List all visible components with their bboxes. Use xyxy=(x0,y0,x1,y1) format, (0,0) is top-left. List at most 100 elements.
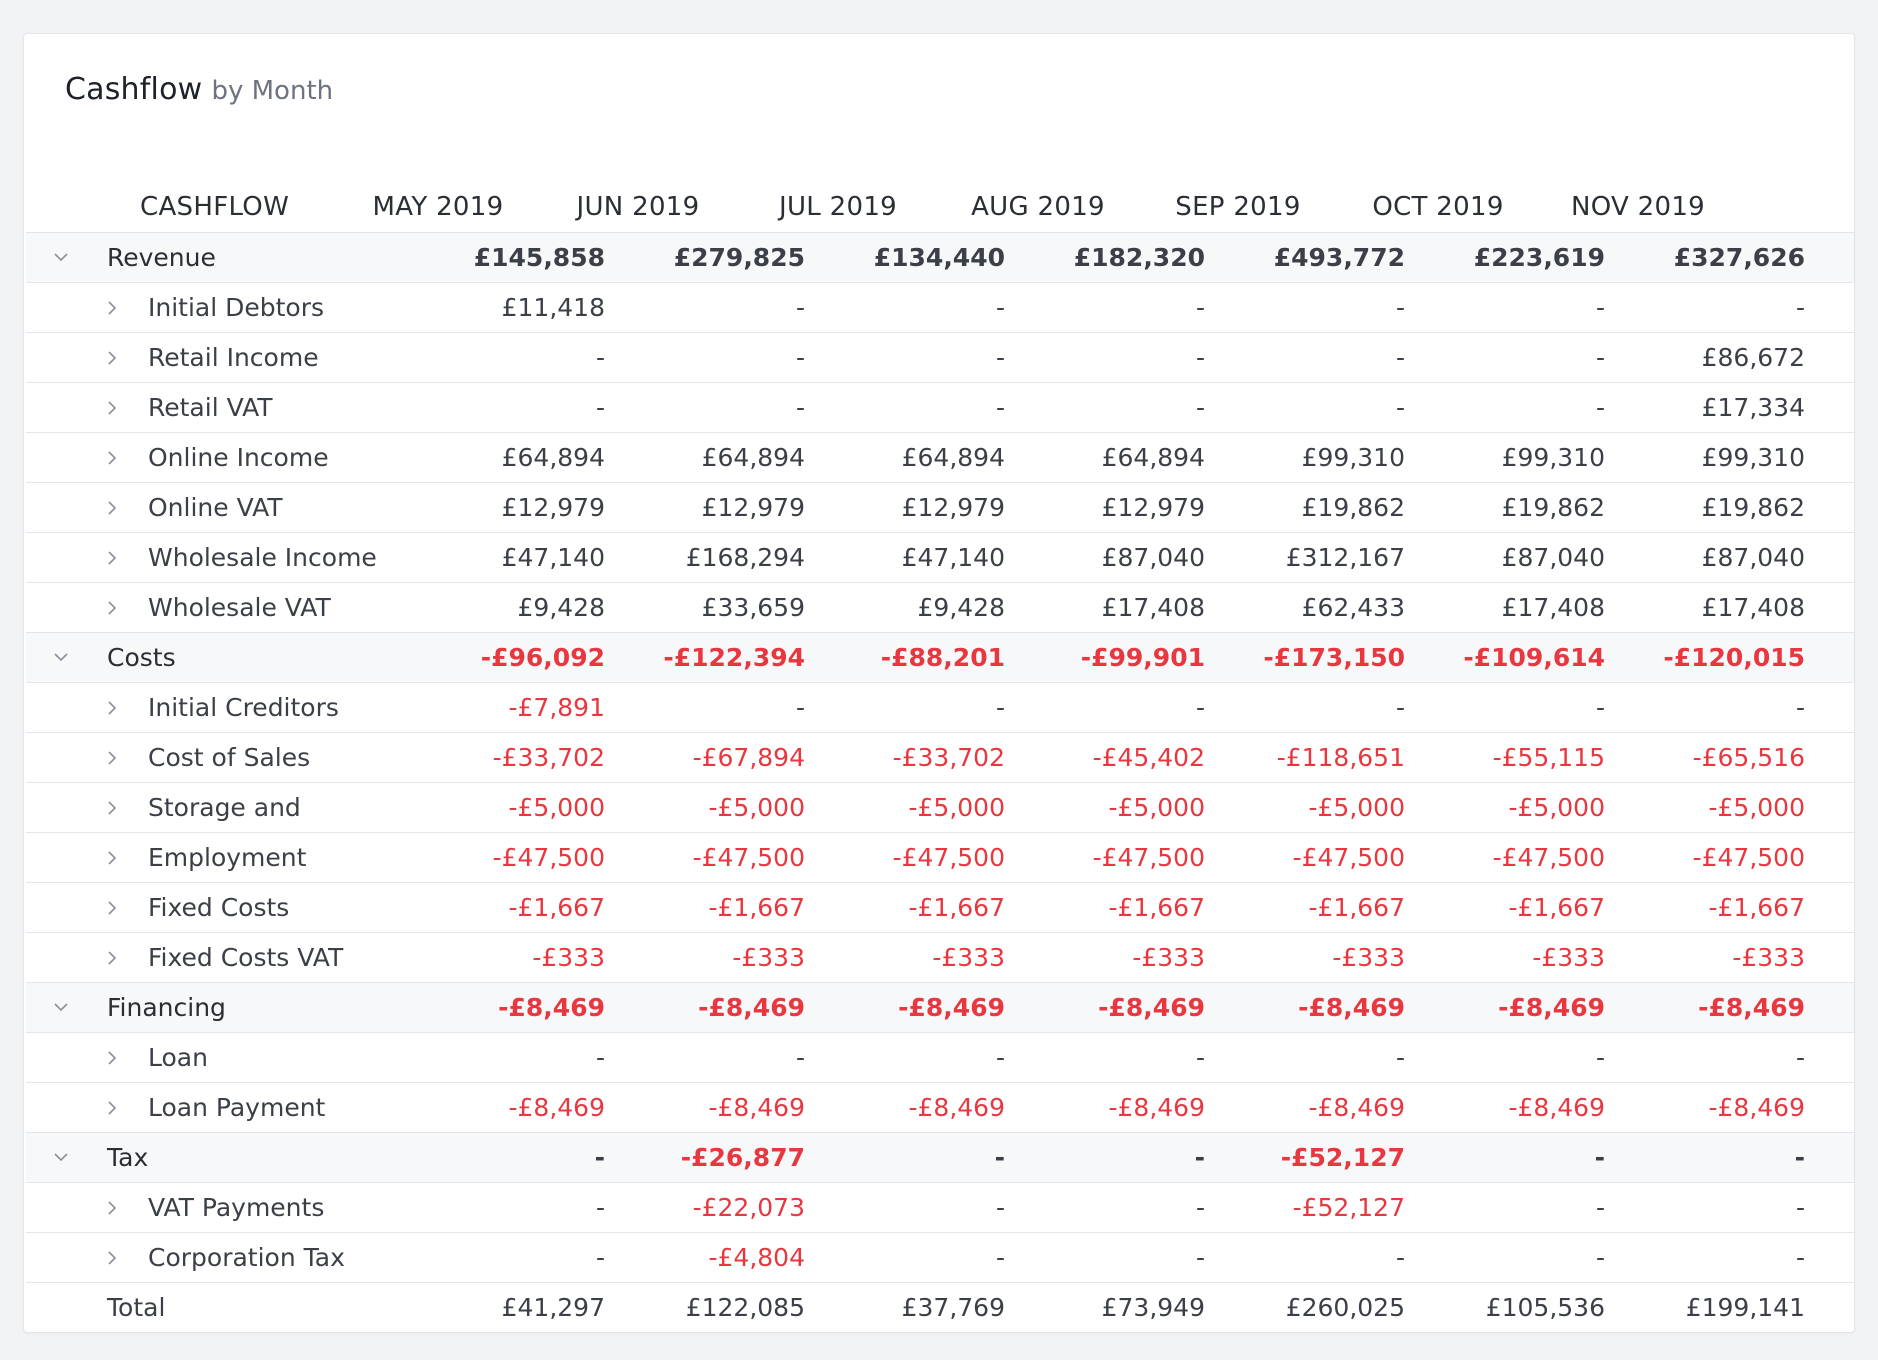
cell-value: - xyxy=(995,1043,1005,1072)
cell-value: -£52,127 xyxy=(1280,1143,1405,1172)
table-row[interactable]: Wholesale Income £47,140 £168,294 £47,140 £8… xyxy=(26,532,1854,582)
column-header-cashflow[interactable]: CASHFLOW xyxy=(140,192,290,222)
table-row[interactable]: Fixed Costs VAT -£333 -£333 -£333 -£333 -£333… xyxy=(26,932,1854,982)
table-row[interactable]: Wholesale VAT £9,428 £33,659 £9,428 £17,408 £… xyxy=(26,582,1854,632)
cell-value: -£8,469 xyxy=(1308,1093,1406,1122)
chevron-right-icon[interactable] xyxy=(108,583,117,632)
table-row[interactable]: Retail Income - - - - - - £86,672 xyxy=(26,332,1854,382)
cell-value: £86,672 xyxy=(1701,343,1805,372)
chevron-right-icon[interactable] xyxy=(108,783,117,832)
cell-value: -£45,402 xyxy=(1092,743,1205,772)
cell-value: - xyxy=(1594,1143,1605,1172)
cell-value: £19,862 xyxy=(1701,493,1805,522)
cell-value: -£8,469 xyxy=(908,1093,1006,1122)
table-row[interactable]: Retail VAT - - - - - - £17,334 xyxy=(26,382,1854,432)
title-subtitle: by Month xyxy=(211,76,334,106)
column-header-month[interactable]: JUL 2019 xyxy=(778,192,898,222)
group-row[interactable]: Financing -£8,469 -£8,469 -£8,469 -£8,469 -£8… xyxy=(26,982,1854,1032)
chevron-down-icon[interactable] xyxy=(54,1133,68,1182)
cell-value: £99,310 xyxy=(1701,443,1805,472)
table-row[interactable]: Fixed Costs -£1,667 -£1,667 -£1,667 -£1,667 -… xyxy=(26,882,1854,932)
column-header-month[interactable]: NOV 2019 xyxy=(1570,192,1706,222)
cell-value: -£8,469 xyxy=(1508,1093,1606,1122)
card-title: Cashflow by Month xyxy=(65,72,333,107)
table-row[interactable]: Loan Payment -£8,469 -£8,469 -£8,469 -£8,469… xyxy=(26,1082,1854,1132)
chevron-down-icon[interactable] xyxy=(54,233,68,282)
group-row[interactable]: Costs -£96,092 -£122,394 -£88,201 -£99,901 -£… xyxy=(26,632,1854,682)
cell-value: £12,979 xyxy=(701,493,805,522)
column-header-month[interactable]: JUN 2019 xyxy=(576,192,700,222)
cell-value: - xyxy=(995,693,1005,722)
cell-value: £168,294 xyxy=(685,543,805,572)
cell-value: -£109,614 xyxy=(1463,643,1605,672)
chevron-right-icon[interactable] xyxy=(108,1233,117,1282)
chevron-right-icon[interactable] xyxy=(108,683,117,732)
cell-value: £17,334 xyxy=(1701,393,1805,422)
cell-value: -£65,516 xyxy=(1692,743,1805,772)
table-row[interactable]: Online Income £64,894 £64,894 £64,894 £64,89… xyxy=(26,432,1854,482)
cell-value: - xyxy=(1595,693,1605,722)
cell-value: -£52,127 xyxy=(1292,1193,1405,1222)
cell-value: £9,428 xyxy=(517,593,605,622)
cell-value: -£122,394 xyxy=(663,643,805,672)
cell-value: £182,320 xyxy=(1073,243,1205,272)
cell-value: - xyxy=(1595,1193,1605,1222)
cell-value: £12,979 xyxy=(501,493,605,522)
column-header-month[interactable]: AUG 2019 xyxy=(971,192,1105,222)
row-label: Retail VAT xyxy=(148,393,273,422)
cell-value: -£47,500 xyxy=(892,843,1005,872)
chevron-right-icon[interactable] xyxy=(108,383,117,432)
cell-value: - xyxy=(995,1243,1005,1272)
chevron-right-icon[interactable] xyxy=(108,1083,117,1132)
cell-value: - xyxy=(995,1193,1005,1222)
chevron-down-icon[interactable] xyxy=(54,983,68,1032)
table-row[interactable]: VAT Payments - -£22,073 - - -£52,127 - - xyxy=(26,1182,1854,1232)
chevron-right-icon[interactable] xyxy=(108,733,117,782)
table-row[interactable]: Initial Creditors -£7,891 - - - - - - xyxy=(26,682,1854,732)
chevron-right-icon[interactable] xyxy=(108,333,117,382)
cell-value: -£47,500 xyxy=(1492,843,1605,872)
chevron-right-icon[interactable] xyxy=(108,283,117,332)
chevron-right-icon[interactable] xyxy=(108,883,117,932)
chevron-right-icon[interactable] xyxy=(108,833,117,882)
column-header-month[interactable]: SEP 2019 xyxy=(1175,192,1301,222)
table-row[interactable]: Storage and -£5,000 -£5,000 -£5,000 -£5,000 -… xyxy=(26,782,1854,832)
cell-value: -£33,702 xyxy=(492,743,605,772)
table-row[interactable]: Employment -£47,500 -£47,500 -£47,500 -£47,5… xyxy=(26,832,1854,882)
chevron-right-icon[interactable] xyxy=(108,433,117,482)
cell-value: -£8,469 xyxy=(1298,993,1405,1022)
cell-value: £493,772 xyxy=(1273,243,1405,272)
cell-value: -£8,469 xyxy=(508,1093,606,1122)
cell-value: £327,626 xyxy=(1673,243,1805,272)
chevron-right-icon[interactable] xyxy=(108,933,117,982)
cell-value: -£47,500 xyxy=(1092,843,1205,872)
column-header-month[interactable]: MAY 2019 xyxy=(372,192,504,222)
cell-value: £279,825 xyxy=(673,243,805,272)
cell-value: -£8,469 xyxy=(898,993,1005,1022)
table-row[interactable]: Loan - - - - - - - xyxy=(26,1032,1854,1082)
group-row[interactable]: Tax - -£26,877 - - -£52,127 - - xyxy=(26,1132,1854,1182)
row-label: Total xyxy=(107,1293,166,1322)
chevron-down-icon[interactable] xyxy=(54,633,68,682)
cell-value: -£8,469 xyxy=(498,993,605,1022)
table-row[interactable]: Corporation Tax - -£4,804 - - - - - xyxy=(26,1232,1854,1282)
cell-value: £47,140 xyxy=(501,543,605,572)
row-label: Cost of Sales xyxy=(148,743,311,772)
chevron-right-icon[interactable] xyxy=(108,533,117,582)
column-header-month[interactable]: OCT 2019 xyxy=(1372,192,1504,222)
table-row[interactable]: Online VAT £12,979 £12,979 £12,979 £12,979 £1… xyxy=(26,482,1854,532)
cell-value: - xyxy=(1395,1043,1405,1072)
group-row[interactable]: Revenue £145,858 £279,825 £134,440 £182,320 £… xyxy=(26,232,1854,282)
chevron-right-icon[interactable] xyxy=(108,483,117,532)
cell-value: -£67,894 xyxy=(692,743,805,772)
cell-value: -£8,469 xyxy=(1498,993,1605,1022)
chevron-right-icon[interactable] xyxy=(108,1183,117,1232)
table-row[interactable]: Initial Debtors £11,418 - - - - - - xyxy=(26,282,1854,332)
cell-value: -£5,000 xyxy=(508,793,606,822)
cell-value: - xyxy=(1195,1043,1205,1072)
table-row[interactable]: Cost of Sales -£33,702 -£67,894 -£33,702 -£4… xyxy=(26,732,1854,782)
cell-value: £99,310 xyxy=(1301,443,1405,472)
chevron-right-icon[interactable] xyxy=(108,1033,117,1082)
cell-value: -£8,469 xyxy=(1098,993,1205,1022)
cell-value: -£55,115 xyxy=(1492,743,1605,772)
